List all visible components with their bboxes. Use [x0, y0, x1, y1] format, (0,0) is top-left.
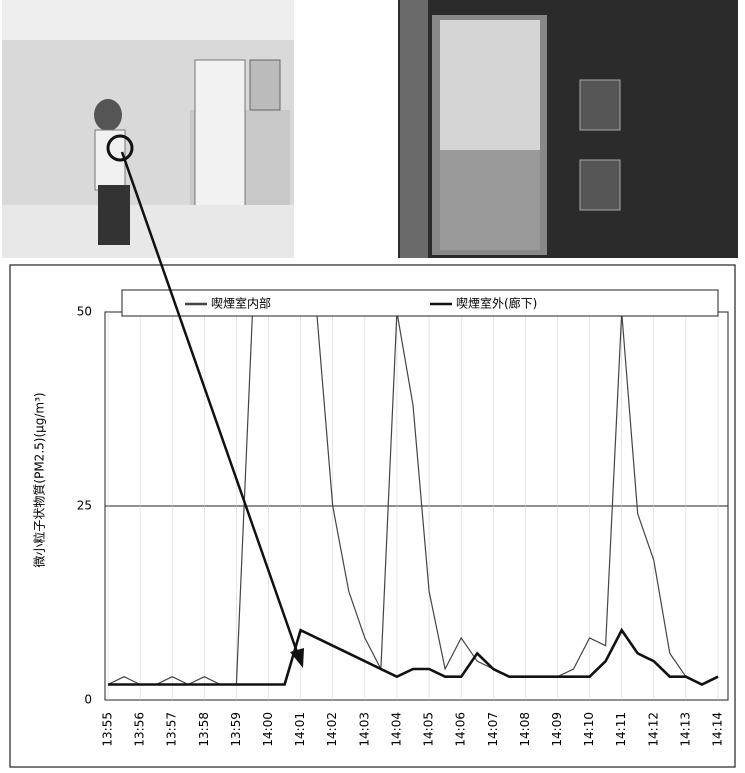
y-tick-label: 0: [84, 693, 92, 707]
y-tick-label: 50: [77, 305, 92, 319]
legend-label: 喫煙室外(廊下): [456, 296, 537, 311]
x-tick-label: 14:11: [614, 712, 628, 747]
x-tick-label: 14:02: [325, 712, 339, 747]
y-tick-label: 25: [77, 499, 92, 513]
series-line: [108, 312, 718, 685]
x-tick-label: 14:04: [389, 712, 403, 747]
x-tick-label: 14:12: [646, 712, 660, 747]
x-tick-label: 14:07: [486, 712, 500, 747]
x-tick-label: 13:59: [229, 712, 243, 747]
x-tick-label: 14:05: [422, 712, 436, 747]
x-tick-label: 14:10: [582, 712, 596, 747]
series-line: [108, 630, 718, 684]
x-tick-label: 13:57: [165, 712, 179, 747]
x-tick-label: 13:55: [101, 712, 115, 747]
x-tick-label: 14:14: [711, 712, 725, 747]
figure: 微小粒子状物質(PM2.5)(μg/m³) 0 25 50 13:55 13:56 13:…: [0, 0, 745, 769]
photo-room: [398, 0, 738, 258]
y-axis-label: 微小粒子状物質(PM2.5)(μg/m³): [32, 392, 47, 567]
chart-frame: [10, 265, 735, 767]
x-tick-label: 14:01: [293, 712, 307, 747]
x-tick-label: 14:00: [261, 712, 275, 747]
legend-label: 喫煙室内部: [211, 296, 271, 311]
photo-smoker: [2, 0, 294, 258]
x-tick-label: 13:58: [197, 712, 211, 747]
x-tick-label: 14:06: [454, 712, 468, 747]
x-tick-label: 14:09: [550, 712, 564, 747]
x-tick-label: 14:13: [678, 712, 692, 747]
x-tick-label: 13:56: [133, 712, 147, 747]
x-tick-label: 14:03: [357, 712, 371, 747]
x-tick-label: 14:08: [518, 712, 532, 747]
